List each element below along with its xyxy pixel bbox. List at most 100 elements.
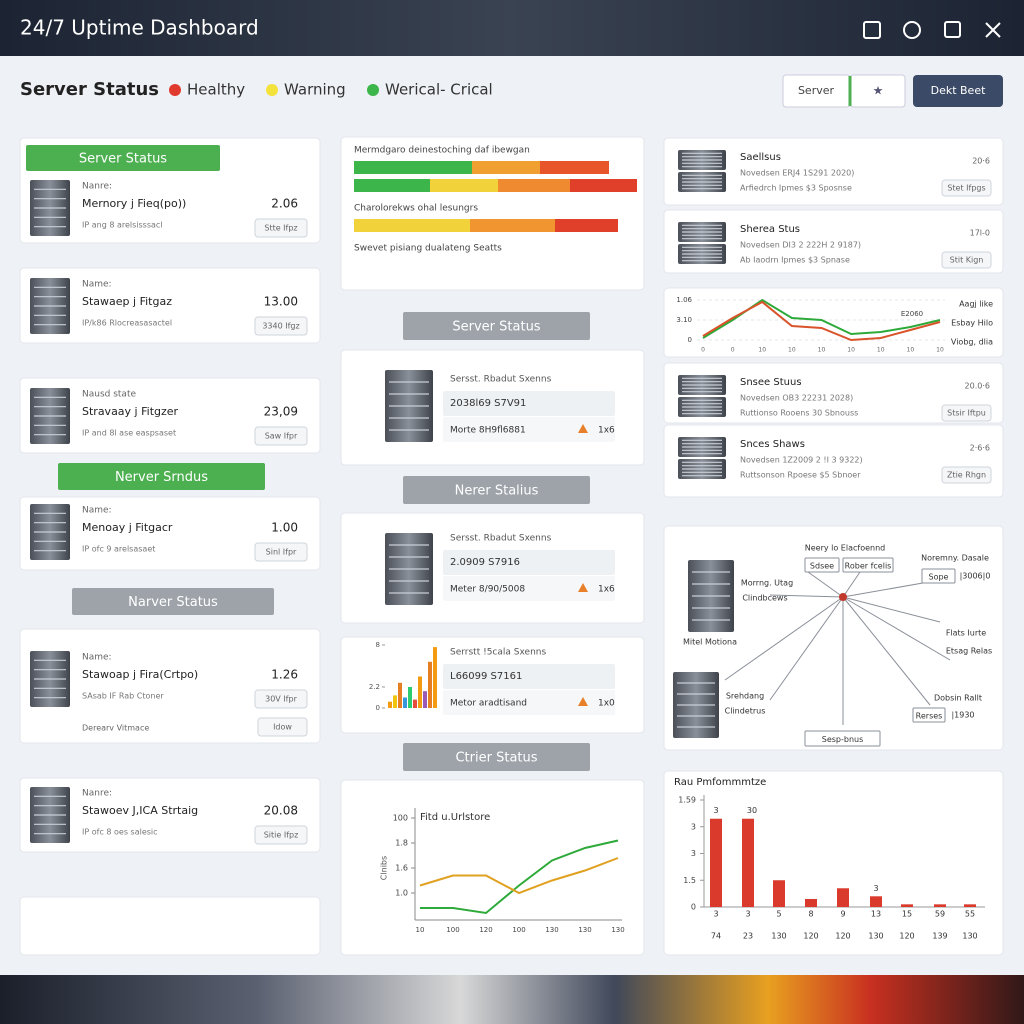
info-row <box>443 550 615 575</box>
toolbar-button[interactable] <box>913 75 1003 107</box>
button[interactable] <box>254 689 308 709</box>
diagram-label: Morrng. Utag <box>741 579 793 588</box>
progress-segment <box>430 179 498 192</box>
button[interactable] <box>941 466 992 484</box>
value-label: 3 <box>873 884 878 893</box>
bar <box>773 880 785 907</box>
button[interactable] <box>254 218 308 238</box>
label: Name: <box>82 506 112 516</box>
x-tick-label: 120 <box>803 932 818 941</box>
label[interactable]: Stte Ifpz <box>264 224 297 233</box>
progress-segment <box>354 161 430 174</box>
x-tick-label: 100 <box>512 926 525 934</box>
card <box>19 896 321 956</box>
bar <box>742 818 754 907</box>
label[interactable]: Ztie Rhgn <box>947 471 986 480</box>
bar <box>710 818 722 907</box>
label[interactable]: 3340 Ifgz <box>262 322 299 331</box>
button[interactable] <box>257 717 308 737</box>
label: Novedsen 1Z2009 2 !I 3 9322) <box>740 456 863 465</box>
chart-title: Rau Pmfommmtze <box>674 777 766 788</box>
label: Snsee Stuus <box>740 377 802 388</box>
label: Saellsus <box>740 152 781 163</box>
label[interactable]: Saw Ifpr <box>265 432 298 441</box>
diagram-label: Etsag Relas <box>946 647 992 656</box>
button[interactable] <box>941 404 992 422</box>
warning-icon <box>578 583 588 592</box>
progress-segment <box>354 219 470 232</box>
bar <box>388 701 392 708</box>
progress-segment <box>430 161 472 174</box>
label: Ruttionso Rooens 30 Sbnouss <box>740 409 858 418</box>
warning-icon <box>578 697 588 706</box>
label: Metor aradtisand <box>450 699 527 709</box>
metric-value: 23,09 <box>264 405 298 419</box>
button[interactable] <box>254 426 308 446</box>
label[interactable]: Sitie Ifpz <box>264 831 299 840</box>
card <box>19 628 321 744</box>
banner-text: Narver Status <box>128 595 218 610</box>
button[interactable] <box>254 825 308 845</box>
label[interactable]: Stet Ifpgs <box>947 184 985 193</box>
icon-close[interactable] <box>985 22 1001 38</box>
bar <box>428 661 432 708</box>
status-banner <box>58 463 265 490</box>
label[interactable]: Stit Kign <box>950 256 984 265</box>
bar <box>964 904 976 907</box>
label: SAsab IF Rab Ctoner <box>82 692 164 701</box>
bar <box>418 676 422 708</box>
side-label: Esbay Hilo <box>951 319 993 328</box>
card <box>663 209 1004 274</box>
label[interactable]: Idow <box>273 723 292 732</box>
annotation: 30 <box>747 806 757 815</box>
diagram-label: Mitel Motiona <box>683 638 737 647</box>
label[interactable]: Sinl Ifpr <box>266 548 297 557</box>
diagram-label: Srehdang <box>726 692 764 701</box>
label: Meter 8/90/5008 <box>450 585 525 595</box>
diagram-label: Rerses <box>916 712 943 721</box>
progress-segment <box>354 179 430 192</box>
banner-text: Nerver Srndus <box>115 470 208 485</box>
bar <box>870 896 882 907</box>
metric-value: 20.08 <box>264 804 298 818</box>
label: IP ofc 8 oes salesic <box>82 828 158 837</box>
diagram-label: Clindetrus <box>725 707 766 716</box>
x-tick-label: 23 <box>743 932 753 941</box>
legend-dot <box>266 84 278 96</box>
button[interactable] <box>941 179 992 197</box>
label: 1x6 <box>598 585 615 595</box>
icon-expand[interactable] <box>863 21 881 39</box>
x-tick-label: 130 <box>962 932 977 941</box>
icon-hide[interactable] <box>944 21 961 38</box>
button[interactable] <box>254 316 308 336</box>
diagram-box <box>842 557 894 573</box>
legend-label: Warning <box>284 81 346 99</box>
button[interactable] <box>941 251 992 269</box>
x-tick-label: 0 <box>701 347 705 354</box>
label: 1x0 <box>598 699 615 709</box>
x-tick-label: 74 <box>711 932 721 941</box>
diagram-label: Flats Iurte <box>946 629 986 638</box>
label: Name: <box>82 653 112 663</box>
bar <box>805 898 817 907</box>
x-tick-label: 120 <box>835 932 850 941</box>
x-tick-label: 130 <box>545 926 558 934</box>
line-series <box>419 857 619 895</box>
legend-label: Healthy <box>187 81 245 99</box>
icon-refresh[interactable] <box>903 21 921 39</box>
x-tick-label: 55 <box>965 910 975 919</box>
label[interactable]: 30V Ifpr <box>265 695 297 704</box>
label: Sersst. Rbadut Sxenns <box>450 534 552 544</box>
status-banner <box>403 476 590 504</box>
side-label: Viobg, dlia <box>951 338 993 347</box>
info-row <box>443 664 615 689</box>
label: 1x6 <box>598 426 615 436</box>
x-tick-label: 10 <box>788 347 796 354</box>
label[interactable]: Stsir Iftpu <box>947 409 986 418</box>
button[interactable] <box>254 542 308 562</box>
x-tick-label: 9 <box>840 910 845 919</box>
diagram-label: Rober fcelis <box>845 562 892 571</box>
label: IP ofc 9 arelsasaet <box>82 545 155 554</box>
